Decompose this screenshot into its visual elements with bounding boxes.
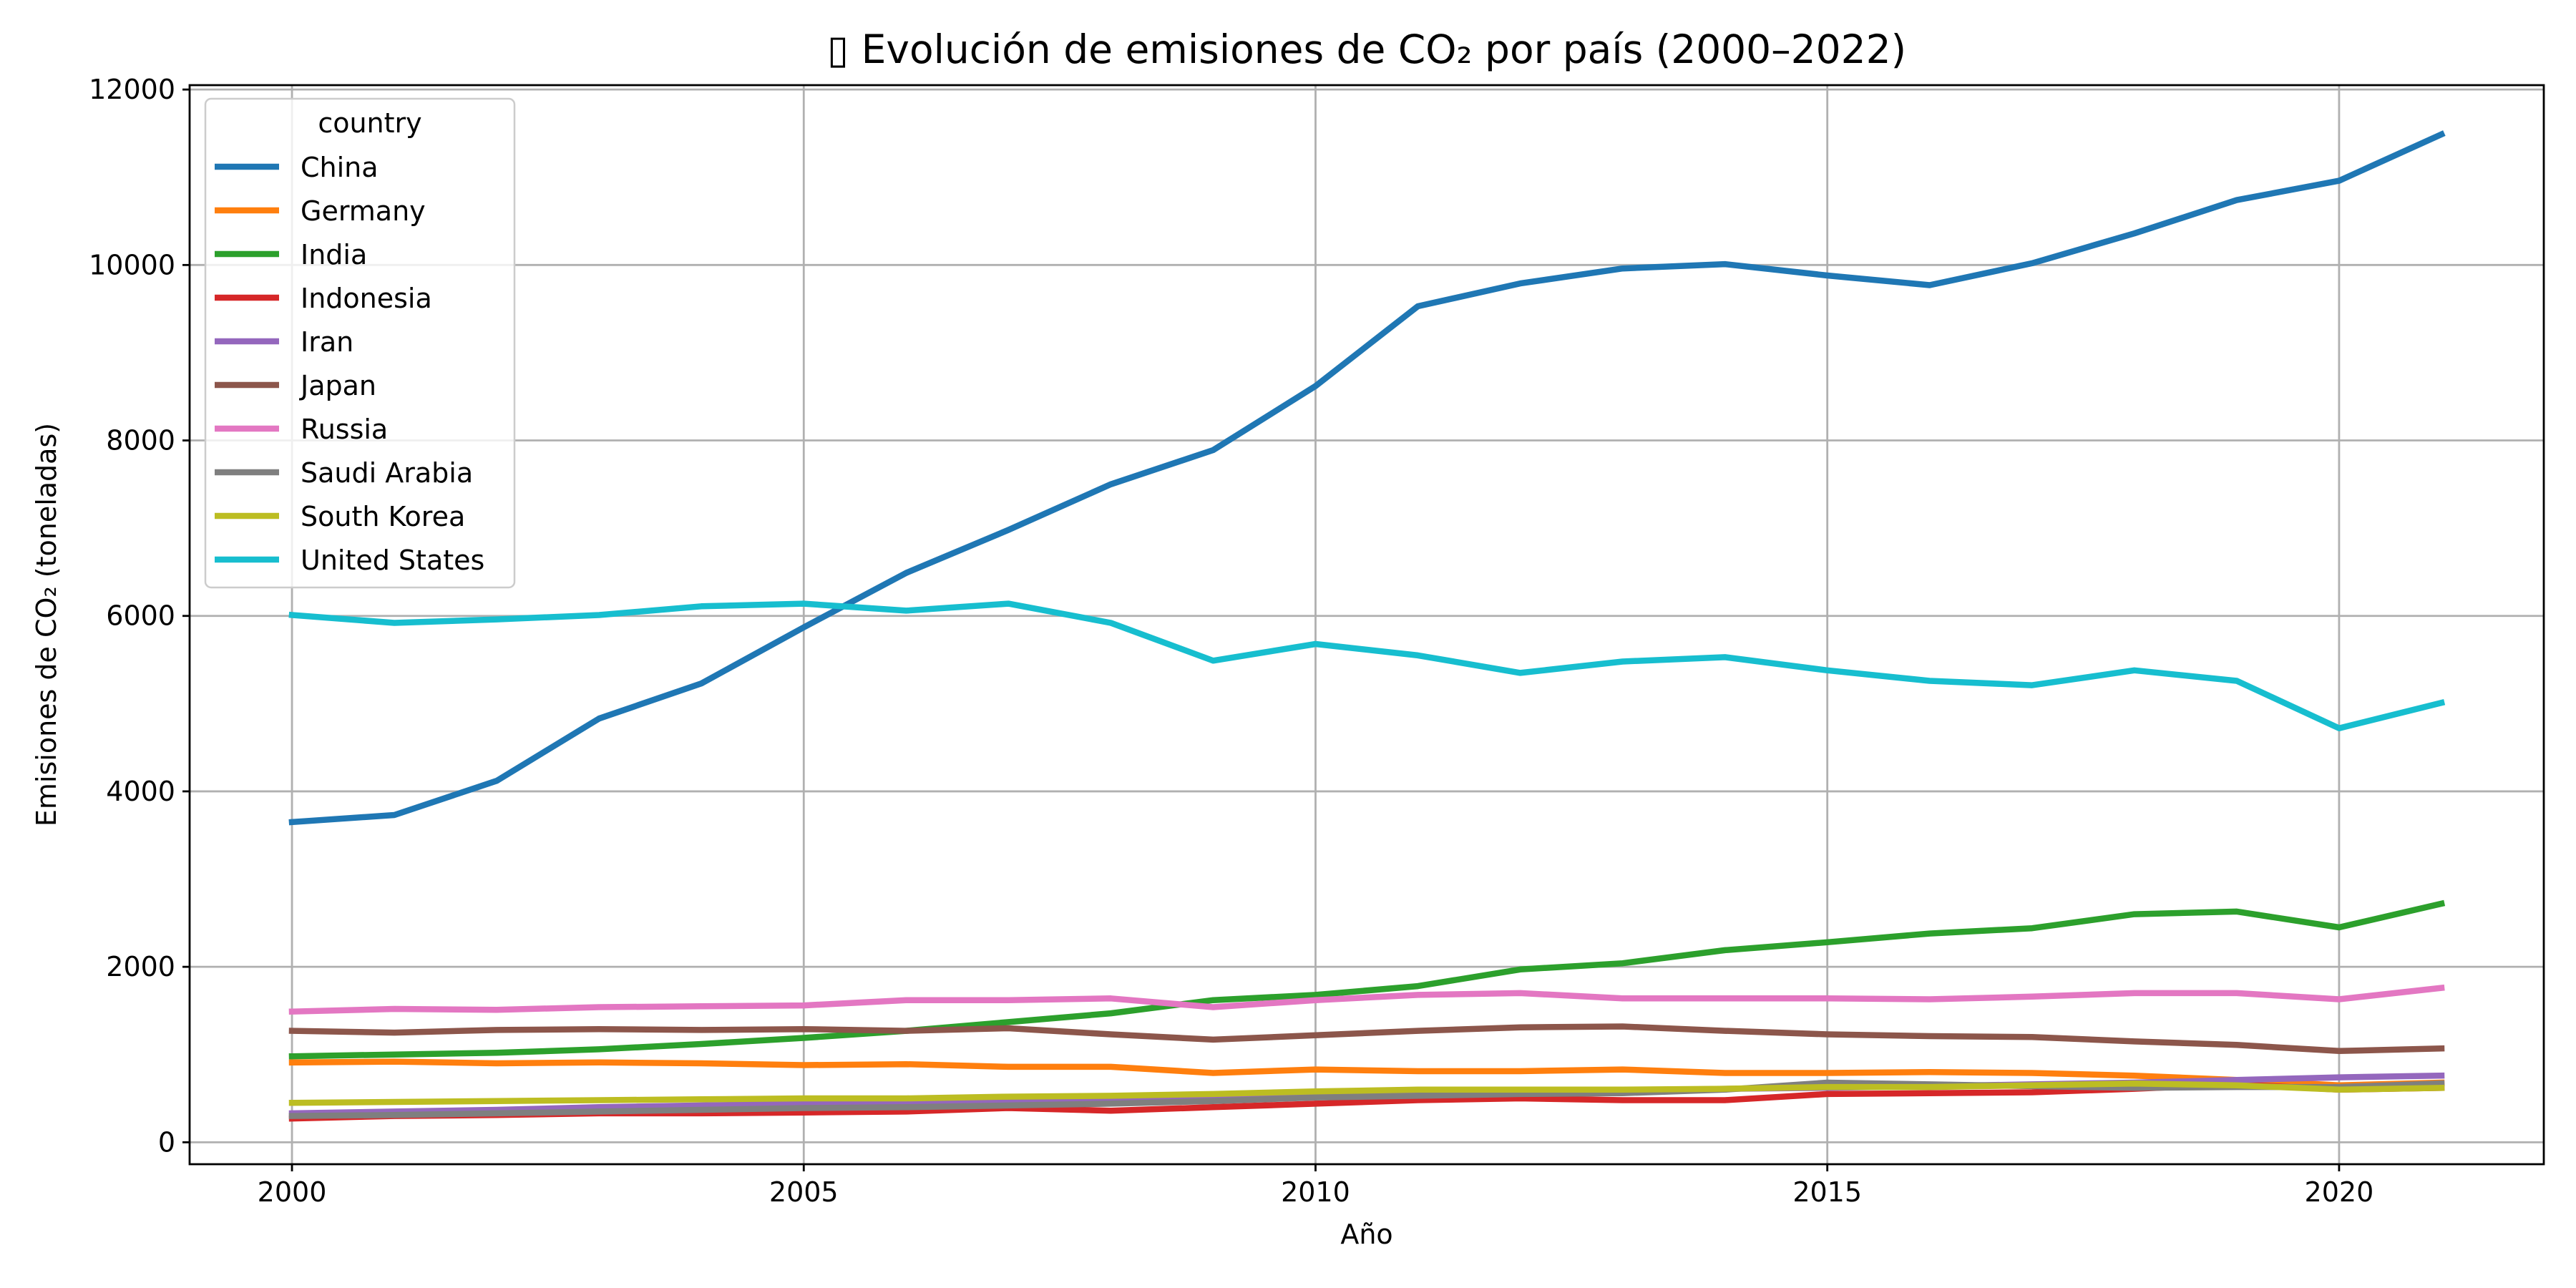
y-tick-label: 8000 bbox=[106, 425, 175, 457]
legend-label: Iran bbox=[301, 326, 353, 358]
series-line-india bbox=[288, 899, 2446, 1060]
x-tick-label: 2005 bbox=[769, 1176, 839, 1208]
x-axis-title: Año bbox=[1340, 1219, 1392, 1250]
series-line-russia bbox=[288, 984, 2445, 1015]
series-line-south-korea bbox=[288, 1080, 2445, 1106]
x-tick-label: 2015 bbox=[1792, 1176, 1862, 1208]
x-tick-label: 2000 bbox=[258, 1176, 327, 1208]
legend-label: Indonesia bbox=[301, 283, 432, 314]
y-tick-label: 2000 bbox=[106, 951, 175, 982]
x-tick-label: 2020 bbox=[2305, 1176, 2374, 1208]
series-line-germany bbox=[288, 1058, 2445, 1088]
series-line-united-states bbox=[288, 600, 2446, 731]
legend-label: United States bbox=[301, 545, 484, 576]
series-line-china bbox=[288, 130, 2446, 826]
legend-label: Saudi Arabia bbox=[301, 457, 473, 489]
series-line-japan bbox=[288, 1023, 2445, 1055]
legend-label: India bbox=[301, 239, 367, 270]
legend-label: Japan bbox=[299, 370, 376, 401]
y-axis-title: Emisiones de CO₂ (toneladas) bbox=[31, 423, 62, 826]
legend-title: country bbox=[318, 107, 421, 139]
y-tick-label: 10000 bbox=[89, 249, 175, 280]
y-tick-label: 6000 bbox=[106, 600, 175, 632]
legend-label: South Korea bbox=[301, 501, 465, 532]
legend-label: Russia bbox=[301, 414, 388, 445]
series-lines bbox=[288, 130, 2446, 1122]
chart-title: ▯ Evolución de emisiones de CO₂ por país… bbox=[827, 26, 1906, 72]
legend: country China Germany India Indonesia Iran Ja… bbox=[204, 97, 516, 589]
legend-label: Germany bbox=[301, 195, 426, 227]
legend-label: China bbox=[301, 152, 379, 183]
y-tick-label: 12000 bbox=[89, 74, 175, 105]
y-tick-label: 0 bbox=[158, 1126, 175, 1158]
axis-ticks: 2000 2005 2010 2015 2020 0 2000 4000 6000 8000 100… bbox=[89, 74, 2373, 1208]
plot-frame bbox=[188, 84, 2545, 1166]
legend-box bbox=[204, 97, 516, 589]
x-tick-label: 2010 bbox=[1281, 1176, 1350, 1208]
legend-items: China Germany India Indonesia Iran Japan Russi… bbox=[215, 152, 484, 576]
y-tick-label: 4000 bbox=[106, 776, 175, 807]
